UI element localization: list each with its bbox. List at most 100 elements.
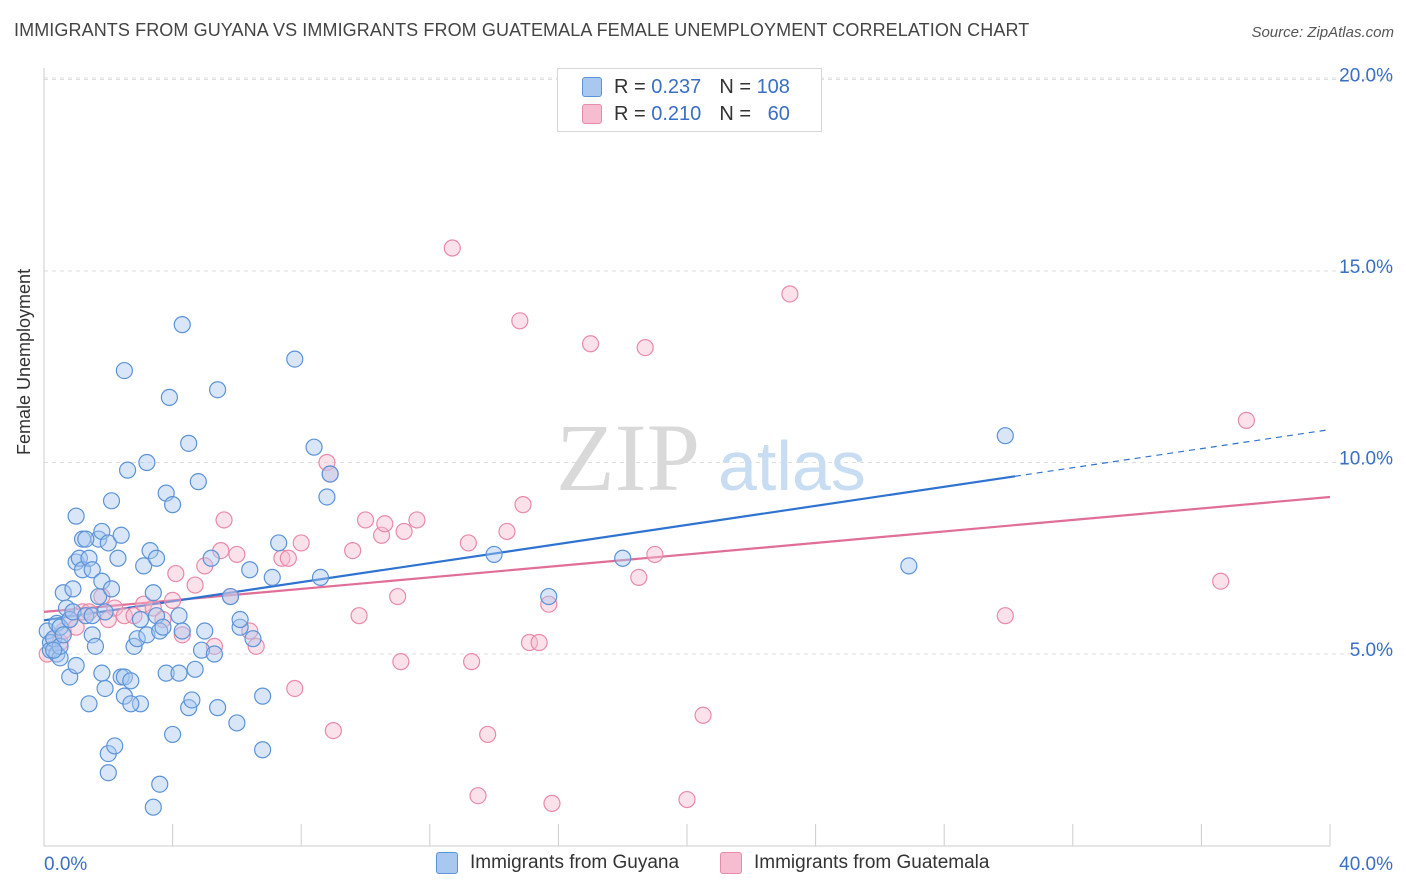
guatemala-point [459,534,477,552]
guyana-point [67,656,85,675]
legend-r-value: 0.210 [651,102,702,125]
guyana-point [144,798,162,816]
guatemala-point [164,591,182,609]
guatemala-point [1212,572,1230,590]
watermark-atlas: atlas [718,427,866,505]
guatemala-point [781,285,799,303]
guyana-point [244,630,262,648]
guyana-point [115,361,133,380]
guyana-point [102,492,121,510]
guatemala-point [520,633,539,652]
guyana-point [64,603,82,621]
guyana-swatch [582,77,602,97]
guyana-point [122,695,140,713]
guyana-point [131,610,150,629]
guatemala-point [636,339,654,357]
guatemala-point [324,721,342,740]
guatemala-point [228,545,246,564]
guatemala-point [479,725,497,744]
legend-r-value: 0.237 [651,75,702,98]
guatemala-point [514,496,532,514]
guyana-point [83,607,101,625]
guyana-point [138,626,156,644]
axes [43,68,1331,847]
guyana-point [99,534,117,552]
guyana-point [96,679,114,698]
guyana-point [64,580,82,598]
guyana-point [93,664,111,682]
guatemala-point [1237,411,1256,429]
guatemala-point [646,545,664,564]
tick-labels: 5.0% 10.0% 15.0% 20.0% 0.0% 40.0% [44,66,1393,876]
guatemala-point [115,607,133,625]
guyana-point [157,664,175,682]
guyana-point [144,584,162,602]
legend-n-label: N = [719,102,751,125]
legend-n-value: 108 [756,75,790,98]
x-tick-label-start: 0.0% [44,854,87,875]
guyana-point [128,630,146,648]
guyana-point [151,775,169,793]
guyana-point [109,549,127,567]
y-tick-label: 10.0% [1339,449,1393,470]
guyana-point [54,626,72,644]
guyana-point [189,473,207,491]
guyana-point [228,714,246,732]
guatemala-point [543,794,561,812]
guyana-point [173,622,191,640]
guyana-point [170,607,188,625]
guyana-legend-swatch [436,852,458,874]
guatemala-swatch [582,104,602,124]
guatemala-point [443,239,461,257]
guatemala-point [996,607,1014,625]
guatemala-points [38,239,1256,812]
guatemala-point [215,511,233,529]
correlation-legend: R = 0.237 N = 108 R = 0.210 N = 60 [557,68,822,132]
guyana-point [67,507,85,525]
guyana-point [614,549,632,567]
guyana-point [147,549,166,567]
guyana-point [254,741,272,759]
guyana-point [286,350,304,368]
guyana-point [202,549,220,567]
watermark-zip: ZIP [556,404,700,511]
guyana-point [77,607,95,625]
guyana-trend-line [43,475,1016,622]
guyana-point [138,453,156,472]
guatemala-point [292,534,310,552]
guyana-point [77,530,95,548]
y-tick-label: 15.0% [1339,257,1393,278]
guatemala-point [350,607,368,625]
guyana-point [900,557,918,575]
guyana-point [209,699,227,717]
guyana-point [80,695,98,713]
guyana-point [45,641,63,659]
legend-r-label: R = [614,102,646,125]
guatemala-point [694,706,712,724]
y-tick-label: 5.0% [1350,640,1393,661]
guyana-point [122,672,140,690]
x-tick-label-end: 40.0% [1339,854,1393,875]
guatemala-point [408,511,426,529]
guyana-point [241,561,259,579]
guatemala-point [376,515,394,533]
guyana-point [164,496,182,514]
guyana-point [254,687,272,705]
legend-r-label: R = [614,75,646,98]
guatemala-point [462,653,481,671]
guyana-point [86,637,105,655]
legend-row-guyana: R = 0.237 N = 108 [582,75,790,99]
guyana-point [183,691,201,709]
guatemala-point [286,679,304,698]
guyana-point [164,725,182,744]
guyana-point [173,316,191,334]
guatemala-legend-swatch [720,852,742,874]
chart-title: IMMIGRANTS FROM GUYANA VS IMMIGRANTS FRO… [14,20,1030,40]
guatemala-point [530,633,548,652]
bottom-legend-guatemala: Immigrants from Guatemala [720,852,989,874]
guyana-point [180,434,198,452]
guyana-point [221,587,240,606]
guyana-point [96,603,114,621]
guatemala-point [498,522,516,541]
guyana-point [186,660,204,678]
